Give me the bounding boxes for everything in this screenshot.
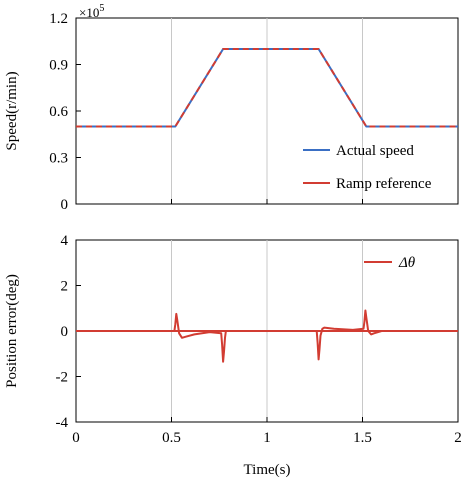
legend-label-actual-speed: Actual speed [336,143,414,159]
speed-series-line-1 [76,48,458,128]
error-series-line-0 [76,312,458,363]
error-legend: Δθ [364,255,416,271]
error-y-axis-title: Position error(deg) [4,274,20,388]
speed-panel: 0 0.3 0.6 0.9 1.2 ×105 Speed(r/min) Actual s… [4,3,459,213]
speed-y-tick-label-0: 0 [61,197,69,213]
speed-tick-labels: 0 0.3 0.6 0.9 1.2 [49,11,459,213]
error-y-tick-label-1: -2 [56,370,69,386]
speed-y-tick-label-1: 0.3 [49,151,68,167]
legend-label-delta-theta: Δθ [398,255,416,271]
error-series-lines [76,309,458,363]
position-error-panel: 0 0.5 1 1.5 2 -4 -2 0 2 4 Position error(deg) Tim… [4,233,462,478]
legend-label-ramp-reference: Ramp reference [336,176,432,192]
speed-y-tick-label-4: 1.2 [49,11,68,27]
error-x-axis-title: Time(s) [244,462,291,478]
speed-series-lines [76,48,458,128]
speed-y-axis-title: Speed(r/min) [4,71,20,150]
speed-gridlines [171,18,363,204]
error-tick-labels: 0 0.5 1 1.5 2 -4 -2 0 2 4 [56,233,462,446]
error-x-tick-label-2: 1 [263,430,271,446]
error-y-tick-label-4: 4 [61,233,69,249]
speed-legend: Actual speed Ramp reference [303,143,432,192]
error-x-tick-label-4: 2 [454,430,462,446]
speed-y-tick-label-2: 0.6 [49,104,68,120]
speed-y-tick-label-3: 0.9 [49,58,68,74]
error-y-tick-label-3: 2 [61,279,69,295]
error-y-tick-label-2: 0 [61,324,69,340]
error-x-tick-label-3: 1.5 [353,430,372,446]
error-x-tick-label-1: 0.5 [162,430,181,446]
error-y-tick-label-0: -4 [56,415,69,431]
error-series-line-1 [76,309,458,361]
error-x-tick-label-0: 0 [72,430,80,446]
speed-y-multiplier: ×105 [79,3,104,20]
